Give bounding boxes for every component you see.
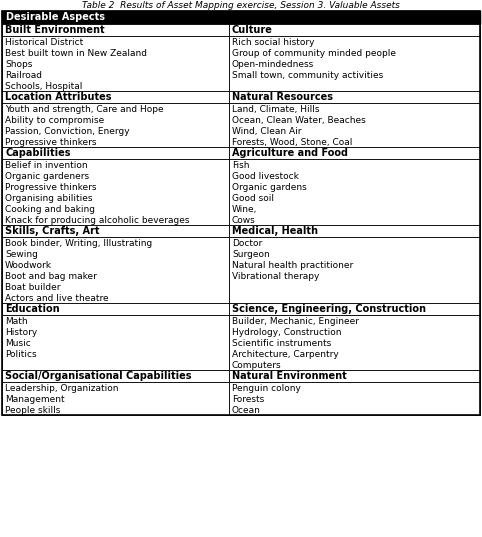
Text: Organic gardens: Organic gardens [232,183,307,192]
Text: Schools, Hospital: Schools, Hospital [5,82,82,91]
Text: Vibrational therapy: Vibrational therapy [232,272,319,280]
Text: Ocean, Clean Water, Beaches: Ocean, Clean Water, Beaches [232,115,366,125]
Bar [2,91,229,103]
Text: Desirable Aspects: Desirable Aspects [6,12,105,23]
Text: History: History [5,328,37,337]
Text: Boot and bag maker: Boot and bag maker [5,272,97,280]
Text: Woodwork: Woodwork [5,260,52,270]
Bar [2,11,480,415]
Text: Surgeon: Surgeon [232,250,270,258]
Text: Group of community minded people: Group of community minded people [232,48,396,57]
Text: Social/Organisational Capabilities: Social/Organisational Capabilities [5,371,191,381]
Bar [229,159,480,225]
Text: Math: Math [5,316,27,325]
Text: Railroad: Railroad [5,70,42,79]
Text: Organising abilities: Organising abilities [5,193,93,202]
Text: Management: Management [5,395,65,403]
Bar [229,36,480,91]
Text: Progressive thinkers: Progressive thinkers [5,137,96,147]
Text: Ability to compromise: Ability to compromise [5,115,104,125]
Bar [229,303,480,315]
Text: Builder, Mechanic, Engineer: Builder, Mechanic, Engineer [232,316,359,325]
Text: Culture: Culture [232,25,273,35]
Text: Organic gardeners: Organic gardeners [5,171,89,180]
Text: Architecture, Carpentry: Architecture, Carpentry [232,350,339,359]
Text: Historical District: Historical District [5,38,83,47]
Text: Natural Resources: Natural Resources [232,92,333,102]
Bar [2,225,229,237]
Text: Small town, community activities: Small town, community activities [232,70,383,79]
Text: Forests, Wood, Stone, Coal: Forests, Wood, Stone, Coal [232,137,352,147]
Bar [229,315,480,370]
Text: Built Environment: Built Environment [5,25,105,35]
Bar [2,147,229,159]
Text: Land, Climate, Hills: Land, Climate, Hills [232,105,320,113]
Text: Skills, Crafts, Art: Skills, Crafts, Art [5,226,99,236]
Text: Natural health practitioner: Natural health practitioner [232,260,353,270]
Text: Good soil: Good soil [232,193,274,202]
Text: Belief in invention: Belief in invention [5,161,88,170]
Text: Wind, Clean Air: Wind, Clean Air [232,127,301,135]
Bar [2,303,229,315]
Text: Agriculture and Food: Agriculture and Food [232,148,348,158]
Text: Hydrology, Construction: Hydrology, Construction [232,328,341,337]
Text: Actors and live theatre: Actors and live theatre [5,294,108,302]
Bar [2,11,480,24]
Bar [229,225,480,237]
Text: Ocean: Ocean [232,405,261,415]
Text: People skills: People skills [5,405,60,415]
Text: Penguin colony: Penguin colony [232,383,301,393]
Text: Education: Education [5,304,60,314]
Text: Best built town in New Zealand: Best built town in New Zealand [5,48,147,57]
Text: Knack for producing alcoholic beverages: Knack for producing alcoholic beverages [5,215,189,224]
Bar [229,382,480,415]
Bar [229,237,480,303]
Text: Cows: Cows [232,215,255,224]
Text: Computers: Computers [232,360,281,369]
Text: Progressive thinkers: Progressive thinkers [5,183,96,192]
Bar [229,103,480,147]
Text: Forests: Forests [232,395,264,403]
Text: Cooking and baking: Cooking and baking [5,205,95,214]
Text: Youth and strength, Care and Hope: Youth and strength, Care and Hope [5,105,163,113]
Text: Music: Music [5,338,31,347]
Text: Table 2  Results of Asset Mapping exercise, Session 3. Valuable Assets: Table 2 Results of Asset Mapping exercis… [82,1,400,10]
Text: Open-mindedness: Open-mindedness [232,60,314,69]
Bar [2,36,229,91]
Bar [2,103,229,147]
Bar [2,382,229,415]
Text: Good livestock: Good livestock [232,171,299,180]
Bar [229,147,480,159]
Bar [229,370,480,382]
Bar [229,91,480,103]
Text: Fish: Fish [232,161,250,170]
Text: Sewing: Sewing [5,250,38,258]
Text: Medical, Health: Medical, Health [232,226,318,236]
Bar [2,315,229,370]
Text: Leadership, Organization: Leadership, Organization [5,383,119,393]
Text: Book binder, Writing, Illustrating: Book binder, Writing, Illustrating [5,238,152,248]
Text: Capabilities: Capabilities [5,148,70,158]
Text: Passion, Conviction, Energy: Passion, Conviction, Energy [5,127,130,135]
Text: Wine,: Wine, [232,205,257,214]
Text: Location Attributes: Location Attributes [5,92,111,102]
Bar [2,159,229,225]
Text: Natural Environment: Natural Environment [232,371,347,381]
Bar [2,237,229,303]
Text: Doctor: Doctor [232,238,262,248]
Text: Politics: Politics [5,350,37,359]
Bar [2,370,229,382]
Text: Shops: Shops [5,60,32,69]
Bar [229,24,480,36]
Text: Scientific instruments: Scientific instruments [232,338,331,347]
Text: Boat builder: Boat builder [5,282,61,292]
Text: Rich social history: Rich social history [232,38,314,47]
Text: Science, Engineering, Construction: Science, Engineering, Construction [232,304,426,314]
Bar [2,24,229,36]
